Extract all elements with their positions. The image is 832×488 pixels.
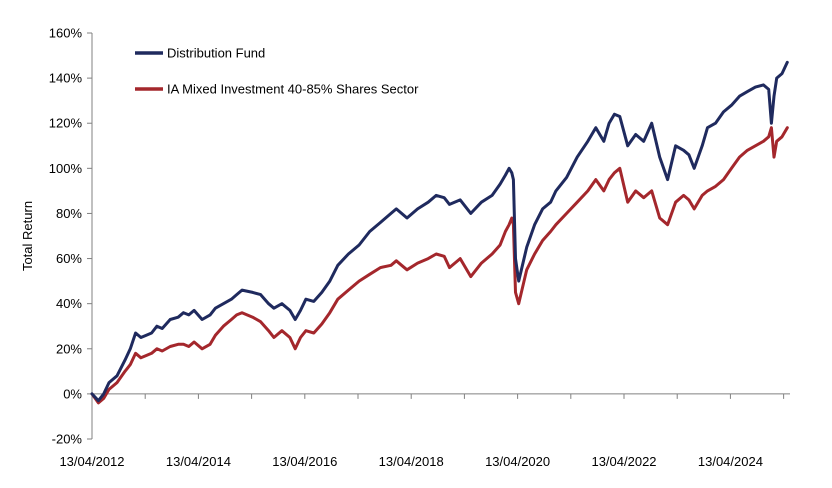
y-tick-label: 60% (56, 251, 82, 266)
x-tick-label: 13/04/2012 (59, 454, 124, 469)
series-line-1 (90, 126, 789, 405)
legend-label: Distribution Fund (167, 46, 265, 61)
x-tick-label: 13/04/2016 (272, 454, 337, 469)
y-tick-label: 160% (49, 26, 83, 41)
x-tick-label: 13/04/2018 (379, 454, 444, 469)
y-tick-label: -20% (52, 432, 83, 447)
x-axis: 13/04/2012 13/04/2014 13/04/2016 13/04/2018… (59, 393, 790, 469)
y-tick-label: 0% (63, 386, 82, 401)
series-line-0 (90, 60, 789, 403)
y-tick-label: 80% (56, 206, 82, 221)
legend: Distribution Fund IA Mixed Investment 40-… (135, 46, 419, 97)
x-tick-label: 13/04/2024 (698, 454, 763, 469)
y-tick-label: 120% (49, 116, 83, 131)
y-tick-label: 140% (49, 71, 83, 86)
series-layer (90, 60, 789, 405)
y-axis: -20% 0% 20% 40% 60% 80% 100% 120% 140% 160% (49, 26, 93, 447)
x-tick-label: 13/04/2022 (591, 454, 656, 469)
legend-label: IA Mixed Investment 40-85% Shares Sector (167, 82, 419, 97)
y-tick-label: 40% (56, 296, 82, 311)
x-tick-label: 13/04/2014 (166, 454, 231, 469)
y-tick-label: 20% (56, 341, 82, 356)
y-axis-title: Total Return (20, 201, 35, 271)
y-tick-label: 100% (49, 161, 83, 176)
x-tick-label: 13/04/2020 (485, 454, 550, 469)
